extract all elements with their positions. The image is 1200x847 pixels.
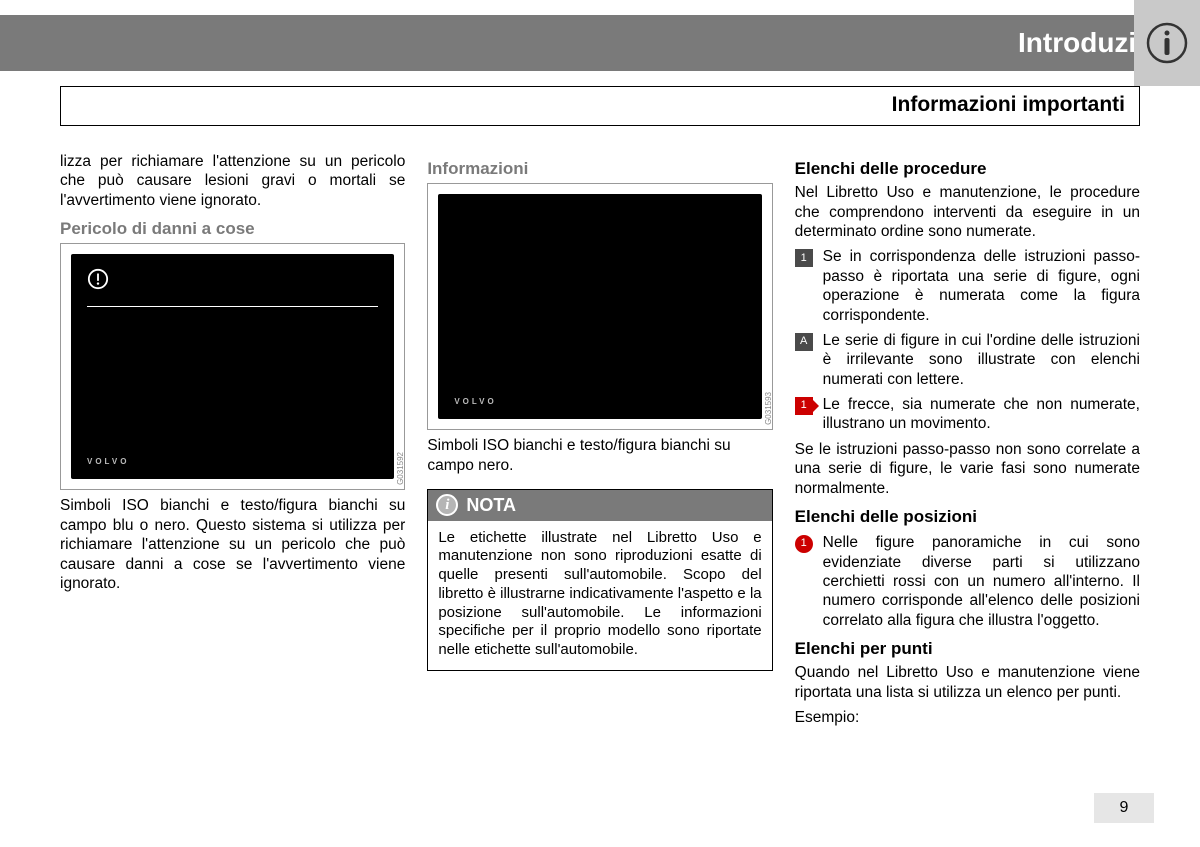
info-icon <box>1145 21 1189 65</box>
col3-h1: Elenchi delle procedure <box>795 158 1140 179</box>
column-1: lizza per richiamare l'attenzione su un … <box>60 150 405 787</box>
section-title: Informazioni importanti <box>892 93 1125 116</box>
figure-info: VOLVO G031593 <box>427 183 772 430</box>
note-label: NOTA <box>466 494 516 517</box>
note-box: i NOTA Le etichette illustrate nel Libre… <box>427 489 772 671</box>
li1-text: Se in corrispondenza delle istruzioni pa… <box>823 247 1140 325</box>
column-3: Elenchi delle procedure Nel Libretto Uso… <box>795 150 1140 787</box>
volvo-mark-1: VOLVO <box>87 457 129 467</box>
note-header: i NOTA <box>428 490 771 521</box>
col3-h2: Elenchi delle posizioni <box>795 506 1140 527</box>
section-title-box: Informazioni importanti <box>60 86 1140 126</box>
figure-danger: VOLVO G031592 <box>60 243 405 490</box>
li2-text: Le serie di figure in cui l'ordine delle… <box>823 331 1140 389</box>
list-item-4: 1 Nelle figure panoramiche in cui sono e… <box>795 533 1140 630</box>
black-card-2: VOLVO <box>438 194 761 419</box>
note-icon: i <box>436 494 458 516</box>
page-number: 9 <box>1094 793 1154 823</box>
marker-arrow-icon: 1 <box>795 397 813 415</box>
list-item-2: A Le serie di figure in cui l'ordine del… <box>795 331 1140 389</box>
column-2: Informazioni VOLVO G031593 Simboli ISO b… <box>427 150 772 787</box>
marker-letter-icon: A <box>795 333 813 351</box>
black-card-1: VOLVO <box>71 254 394 479</box>
content-columns: lizza per richiamare l'attenzione su un … <box>60 150 1140 787</box>
marker-number-icon: 1 <box>795 249 813 267</box>
col3-p1: Nel Libretto Uso e manutenzione, le proc… <box>795 183 1140 241</box>
info-badge <box>1134 0 1200 86</box>
volvo-mark-2: VOLVO <box>454 397 496 407</box>
li4-text: Nelle figure panoramiche in cui sono evi… <box>823 533 1140 630</box>
marker-red-circle-icon: 1 <box>795 535 813 553</box>
col1-intro: lizza per richiamare l'attenzione su un … <box>60 152 405 210</box>
list-item-1: 1 Se in corrispondenza delle istruzioni … <box>795 247 1140 325</box>
figure-code-2: G031593 <box>764 392 774 425</box>
col2-p1: Simboli ISO bianchi e testo/figura bianc… <box>427 436 772 475</box>
figure-code-1: G031592 <box>396 452 406 485</box>
list-item-3: 1 Le frecce, sia numerate che non numera… <box>795 395 1140 434</box>
col3-p4: Esempio: <box>795 708 1140 727</box>
col3-p2: Se le istruzioni passo-passo non sono co… <box>795 440 1140 498</box>
li3-text: Le frecce, sia numerate che non numerate… <box>823 395 1140 434</box>
header-bar: Introduzione <box>0 15 1200 71</box>
col1-heading: Pericolo di danni a cose <box>60 218 405 239</box>
warning-icon <box>87 268 109 290</box>
col1-p1: Simboli ISO bianchi e testo/figura bianc… <box>60 496 405 593</box>
col3-p3: Quando nel Libretto Uso e manutenzione v… <box>795 663 1140 702</box>
col3-h3: Elenchi per punti <box>795 638 1140 659</box>
col2-heading: Informazioni <box>427 158 772 179</box>
note-body: Le etichette illustrate nel Libretto Uso… <box>428 521 771 670</box>
